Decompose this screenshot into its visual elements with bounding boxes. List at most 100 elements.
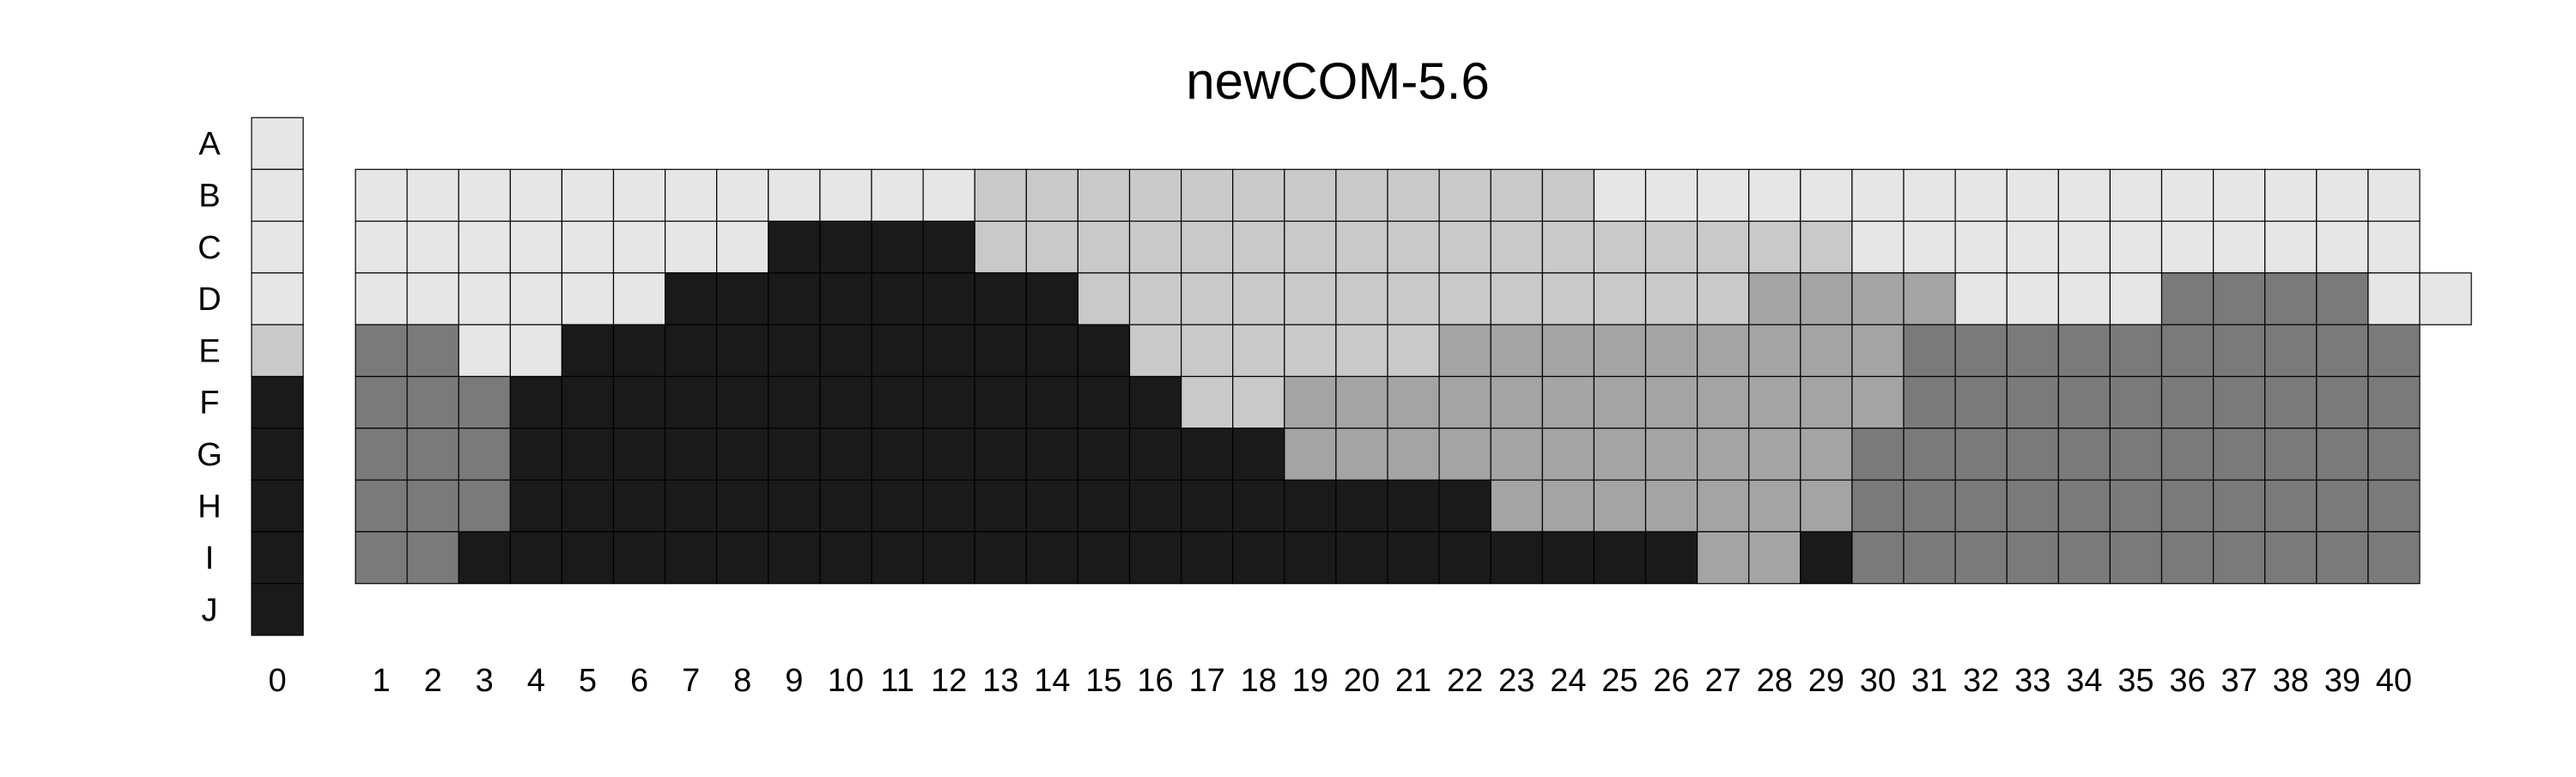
cell-I-20: [1335, 531, 1388, 585]
cell-G-19: [1284, 428, 1337, 481]
cell-C-37: [2213, 221, 2266, 274]
cell-B-37: [2213, 168, 2266, 222]
cell-F-26: [1644, 375, 1698, 429]
column-label-13: 13: [982, 663, 1018, 699]
cell-D-9: [768, 272, 821, 325]
cell-F-1: [355, 375, 408, 429]
cell-F-23: [1490, 375, 1543, 429]
cell-G-8: [716, 428, 769, 481]
column-label-17: 17: [1189, 663, 1225, 699]
cell-E-33: [2006, 324, 2059, 378]
cell-F-27: [1696, 375, 1750, 429]
cell-F-3: [458, 375, 511, 429]
cell-F-18: [1232, 375, 1285, 429]
cell-D-6: [612, 272, 666, 325]
column-label-22: 22: [1447, 663, 1483, 699]
cell-C-13: [974, 221, 1027, 274]
chart-title: newCOM-5.6: [1186, 52, 1489, 110]
cell-D-31: [1903, 272, 1956, 325]
cell-C-5: [561, 221, 615, 274]
cell-I-17: [1180, 531, 1234, 585]
cell-G-13: [974, 428, 1027, 481]
column-label-27: 27: [1705, 663, 1741, 699]
cell-B-0: [251, 168, 304, 222]
cell-B-23: [1490, 168, 1543, 222]
cell-G-12: [922, 428, 975, 481]
cell-D-21: [1387, 272, 1440, 325]
row-label-J: J: [202, 592, 218, 628]
cell-F-9: [768, 375, 821, 429]
cell-D-27: [1696, 272, 1750, 325]
cell-B-35: [2109, 168, 2163, 222]
column-label-8: 8: [733, 663, 751, 699]
cell-G-9: [768, 428, 821, 481]
cell-D-41: [2419, 272, 2472, 325]
cell-C-29: [1800, 221, 1853, 274]
cell-E-36: [2160, 324, 2215, 378]
column-label-23: 23: [1498, 663, 1534, 699]
cell-D-40: [2367, 272, 2421, 325]
cell-F-4: [509, 375, 562, 429]
cell-E-28: [1748, 324, 1801, 378]
cell-E-19: [1284, 324, 1337, 378]
cell-B-22: [1438, 168, 1492, 222]
cell-H-34: [2057, 479, 2111, 532]
cell-G-18: [1232, 428, 1285, 481]
cell-B-26: [1644, 168, 1698, 222]
column-label-14: 14: [1034, 663, 1070, 699]
cell-F-34: [2057, 375, 2111, 429]
column-label-15: 15: [1085, 663, 1121, 699]
cell-I-18: [1232, 531, 1285, 585]
cell-H-32: [1954, 479, 2008, 532]
cell-G-38: [2264, 428, 2318, 481]
column-label-28: 28: [1757, 663, 1793, 699]
cell-I-6: [612, 531, 666, 585]
cell-I-32: [1954, 531, 2008, 585]
cell-E-27: [1696, 324, 1750, 378]
cell-H-17: [1180, 479, 1234, 532]
cell-C-10: [819, 221, 872, 274]
column-label-0: 0: [268, 663, 286, 699]
cell-E-16: [1128, 324, 1182, 378]
cell-G-16: [1128, 428, 1182, 481]
cell-C-9: [768, 221, 821, 274]
cell-F-15: [1077, 375, 1131, 429]
cell-I-7: [664, 531, 718, 585]
cell-I-4: [509, 531, 562, 585]
cell-F-38: [2264, 375, 2318, 429]
cell-F-24: [1541, 375, 1595, 429]
column-label-1: 1: [372, 663, 390, 699]
cell-G-28: [1748, 428, 1801, 481]
cell-C-36: [2160, 221, 2215, 274]
cell-D-25: [1593, 272, 1647, 325]
cell-D-39: [2316, 272, 2369, 325]
cell-G-32: [1954, 428, 2008, 481]
cell-H-11: [871, 479, 924, 532]
cell-G-4: [509, 428, 562, 481]
cell-D-13: [974, 272, 1027, 325]
row-label-D: D: [197, 282, 221, 318]
cell-E-18: [1232, 324, 1285, 378]
cell-B-5: [561, 168, 615, 222]
cell-I-35: [2109, 531, 2163, 585]
cell-F-37: [2213, 375, 2266, 429]
cell-F-29: [1800, 375, 1853, 429]
cell-G-35: [2109, 428, 2163, 481]
cell-E-39: [2316, 324, 2369, 378]
column-label-39: 39: [2324, 663, 2360, 699]
cell-I-0: [251, 531, 304, 585]
column-label-35: 35: [2117, 663, 2154, 699]
cell-H-31: [1903, 479, 1956, 532]
cell-F-40: [2367, 375, 2421, 429]
cell-H-40: [2367, 479, 2421, 532]
cell-B-39: [2316, 168, 2369, 222]
cell-H-22: [1438, 479, 1492, 532]
column-0-cells: [251, 117, 304, 636]
cell-F-35: [2109, 375, 2163, 429]
cell-G-22: [1438, 428, 1492, 481]
column-label-29: 29: [1808, 663, 1844, 699]
column-label-33: 33: [2014, 663, 2050, 699]
cell-C-35: [2109, 221, 2163, 274]
cell-H-10: [819, 479, 872, 532]
column-label-31: 31: [1911, 663, 1947, 699]
